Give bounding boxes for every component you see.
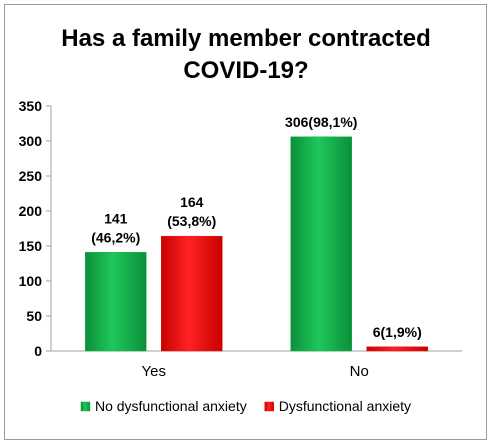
x-category-label: No [350, 363, 369, 380]
data-label: 306(98,1%) [285, 114, 357, 130]
chart-title-line-1: Has a family member contracted [61, 25, 430, 52]
y-tick-label: 150 [19, 238, 43, 254]
legend-label: Dysfunctional anxiety [279, 398, 411, 414]
y-tick-label: 200 [19, 203, 43, 219]
data-label: (53,8%) [167, 213, 216, 229]
chart-title-line-2: COVID-19? [183, 57, 308, 84]
chart-frame [4, 4, 487, 440]
plot-area: 0 50 100 150 200 250 300 350 Yes 141 (46,2%) 164 (53… [19, 98, 462, 414]
data-label: (46,2%) [91, 229, 140, 245]
bar-no-dysfunctional-anxiety-no [290, 136, 352, 352]
bar-no-dysfunctional-anxiety-yes [85, 252, 147, 352]
y-tick-label: 100 [19, 273, 43, 289]
y-tick-label: 0 [34, 343, 42, 359]
legend-swatch [80, 401, 91, 412]
y-tick-label: 250 [19, 168, 43, 184]
y-tick-label: 300 [19, 133, 43, 149]
x-category-label: Yes [142, 363, 166, 380]
bar-dysfunctional-anxiety-yes [161, 235, 223, 352]
data-label: 141 [104, 210, 128, 226]
y-tick-label: 350 [19, 98, 43, 114]
data-label: 164 [180, 194, 204, 210]
y-tick-label: 50 [26, 308, 42, 324]
data-label: 6(1,9%) [373, 324, 422, 340]
legend-swatch [264, 401, 274, 412]
bar-dysfunctional-anxiety-no [366, 346, 428, 352]
legend-label: No dysfunctional anxiety [95, 398, 247, 414]
